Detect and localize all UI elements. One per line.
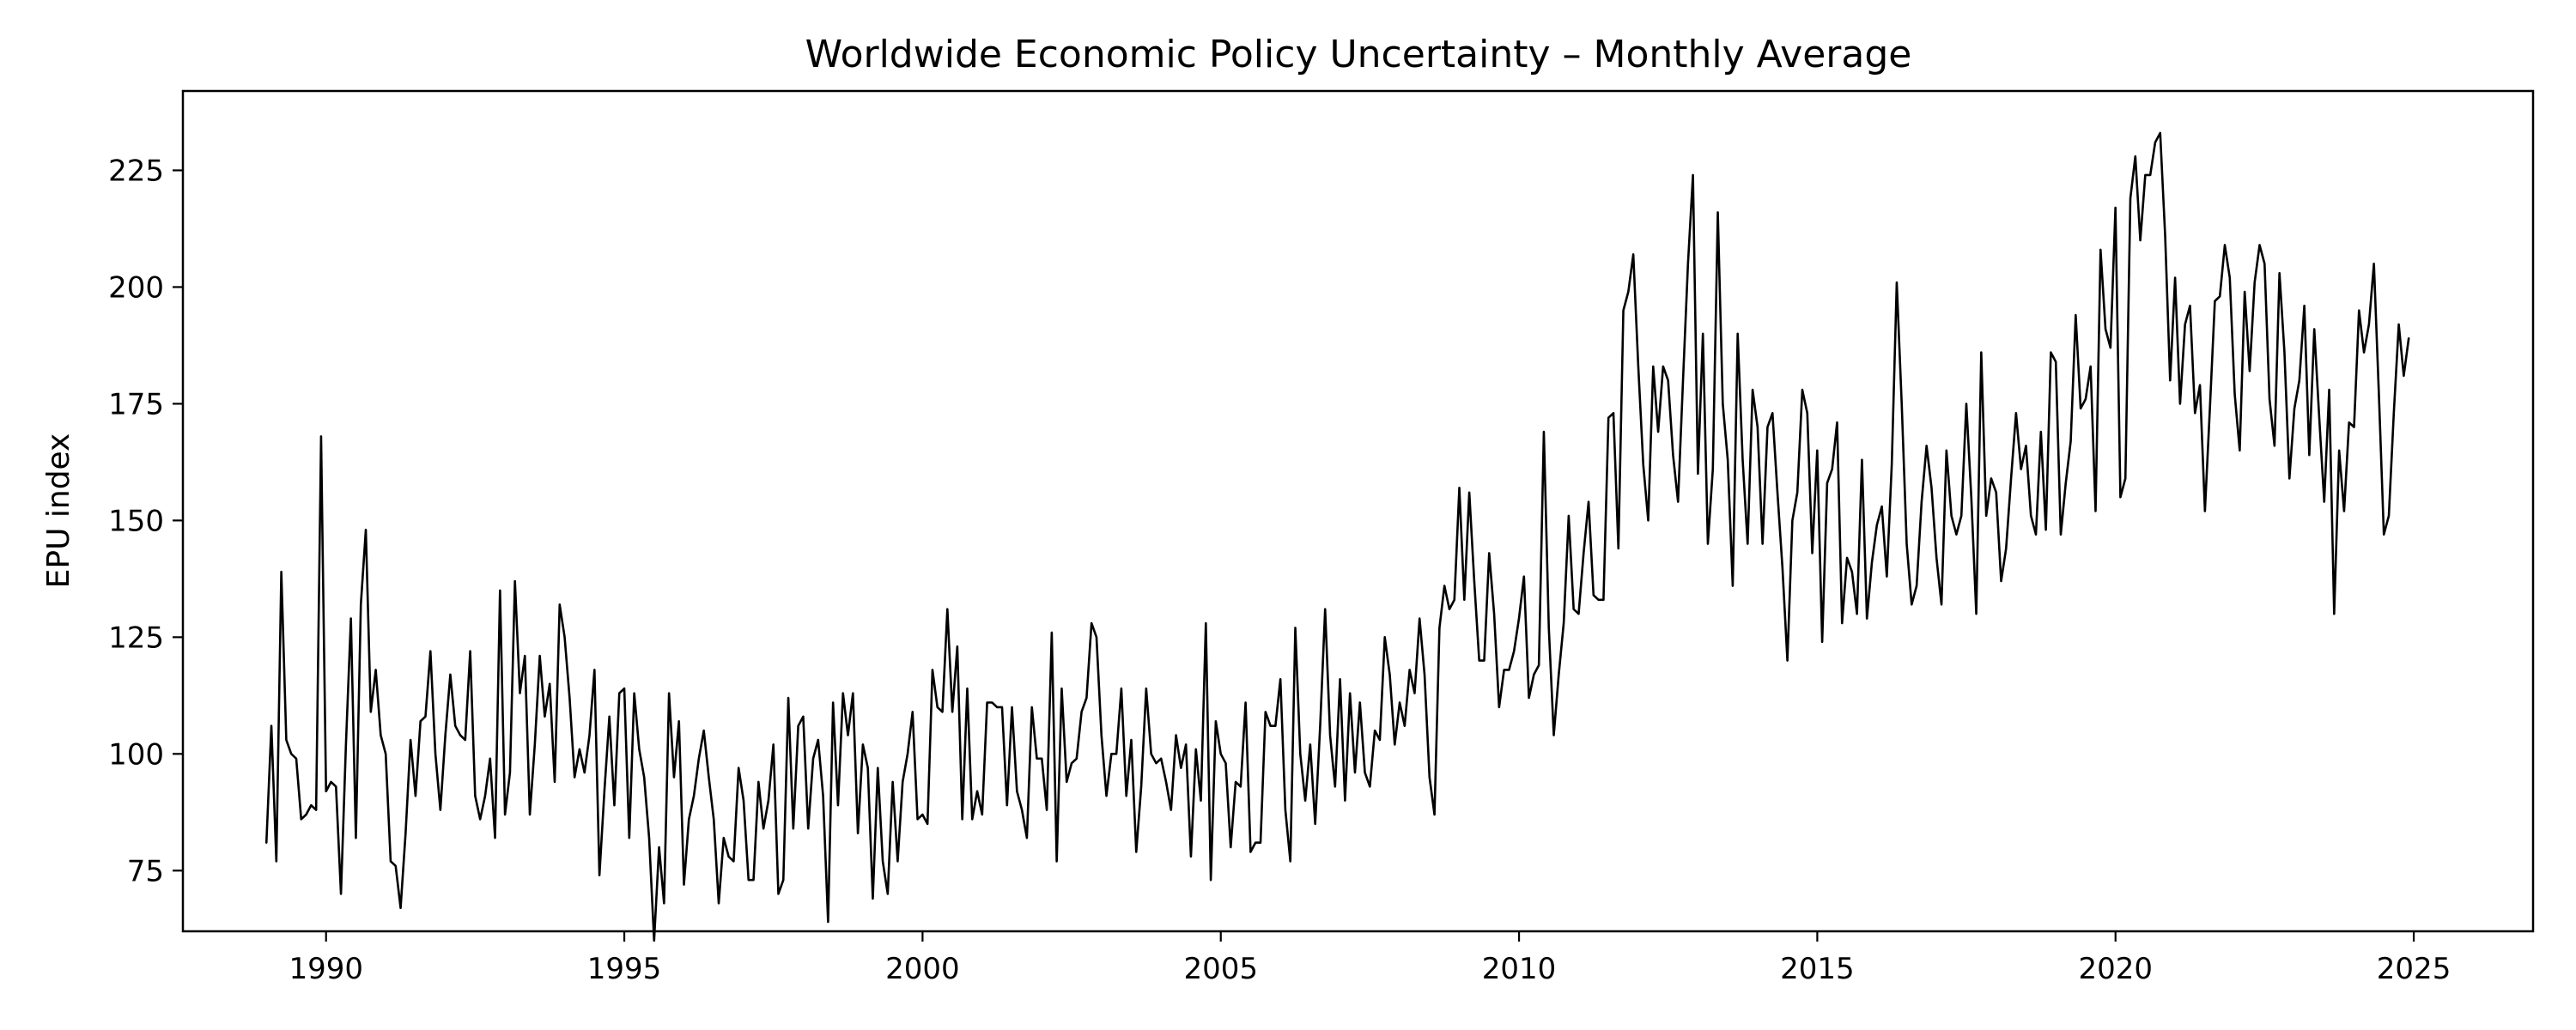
y-tick-label: 150 [108, 504, 164, 538]
x-tick-label: 2000 [885, 952, 960, 986]
axes-frame [181, 89, 2535, 933]
x-tick-label: 2015 [1780, 952, 1855, 986]
y-tick-label: 125 [108, 621, 164, 655]
y-tick-label: 225 [108, 154, 164, 188]
y-tick-label: 75 [127, 854, 164, 888]
plot-area [264, 131, 2410, 942]
x-tick-label: 1990 [289, 952, 363, 986]
x-tick-label: 2025 [2377, 952, 2451, 986]
x-axis: 1990 1995 2000 2005 2010 2015 2020 2025 [289, 931, 2451, 986]
x-tick-label: 2010 [1482, 952, 1557, 986]
x-tick-label: 1995 [587, 952, 662, 986]
x-tick-label: 2020 [2078, 952, 2153, 986]
y-tick-label: 175 [108, 387, 164, 421]
y-axis-label: EPU index [41, 433, 76, 589]
y-axis: 75 100 125 150 175 200 225 [108, 154, 183, 888]
chart-title: Worldwide Economic Policy Uncertainty – … [805, 33, 1912, 76]
y-tick-label: 100 [108, 737, 164, 772]
epu-series-line [264, 131, 2410, 942]
x-tick-label: 2005 [1183, 952, 1258, 986]
y-tick-label: 200 [108, 270, 164, 305]
